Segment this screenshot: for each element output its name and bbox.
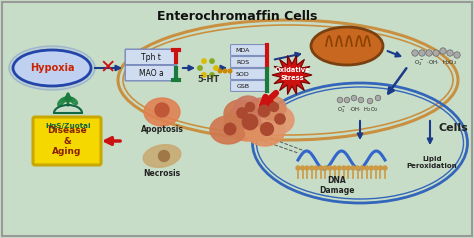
Ellipse shape <box>58 99 64 106</box>
Circle shape <box>223 69 227 73</box>
Ellipse shape <box>234 96 262 120</box>
Circle shape <box>218 69 222 73</box>
Ellipse shape <box>143 145 181 167</box>
Text: ✕: ✕ <box>100 59 116 78</box>
FancyBboxPatch shape <box>125 49 177 65</box>
Circle shape <box>228 69 232 73</box>
Ellipse shape <box>9 46 95 90</box>
Circle shape <box>440 48 446 54</box>
Ellipse shape <box>224 100 256 128</box>
Circle shape <box>305 166 309 170</box>
Circle shape <box>433 50 439 56</box>
Circle shape <box>301 166 305 170</box>
FancyBboxPatch shape <box>230 57 267 67</box>
Text: MDA: MDA <box>236 48 250 53</box>
Circle shape <box>426 50 432 56</box>
Text: Oxidative
Stress: Oxidative Stress <box>274 68 310 80</box>
Circle shape <box>333 166 337 170</box>
Circle shape <box>337 166 341 170</box>
Circle shape <box>296 166 300 170</box>
Circle shape <box>261 123 273 135</box>
Circle shape <box>365 166 369 170</box>
Text: DNA
Damage: DNA Damage <box>319 176 355 195</box>
Circle shape <box>378 166 383 170</box>
Circle shape <box>346 166 350 170</box>
Text: Enterochromaffin Cells: Enterochromaffin Cells <box>157 10 317 23</box>
Circle shape <box>202 59 206 63</box>
Ellipse shape <box>70 98 78 104</box>
Text: Lipid
Peroxidation: Lipid Peroxidation <box>407 156 457 169</box>
FancyBboxPatch shape <box>230 69 267 79</box>
Circle shape <box>374 166 378 170</box>
Ellipse shape <box>244 98 280 126</box>
Circle shape <box>214 66 218 70</box>
Circle shape <box>356 166 359 170</box>
Circle shape <box>242 114 258 130</box>
Circle shape <box>202 73 206 77</box>
Circle shape <box>360 166 364 170</box>
Text: SOD: SOD <box>236 71 250 76</box>
Circle shape <box>375 95 381 101</box>
Circle shape <box>237 108 247 118</box>
Text: Hypoxia: Hypoxia <box>30 63 74 73</box>
Text: Tph t: Tph t <box>141 53 161 61</box>
Text: Disease
&
Aging: Disease & Aging <box>47 126 87 156</box>
Text: GSB: GSB <box>237 84 249 89</box>
Circle shape <box>314 166 319 170</box>
Ellipse shape <box>210 116 246 144</box>
Circle shape <box>367 98 373 104</box>
Circle shape <box>454 52 460 58</box>
Text: Apoptosis: Apoptosis <box>141 125 183 134</box>
Text: HgS/Zuotai: HgS/Zuotai <box>45 123 91 129</box>
Circle shape <box>383 166 387 170</box>
FancyBboxPatch shape <box>2 2 472 236</box>
Circle shape <box>447 50 453 56</box>
Text: Necrosis: Necrosis <box>144 169 181 178</box>
Text: 5-HT: 5-HT <box>197 75 219 84</box>
FancyBboxPatch shape <box>230 81 267 91</box>
FancyBboxPatch shape <box>33 117 101 165</box>
Ellipse shape <box>65 97 74 101</box>
Circle shape <box>210 73 214 77</box>
Circle shape <box>412 50 418 56</box>
Circle shape <box>310 166 314 170</box>
Circle shape <box>270 103 279 111</box>
Circle shape <box>337 97 343 103</box>
FancyBboxPatch shape <box>125 65 177 81</box>
Circle shape <box>342 166 346 170</box>
Ellipse shape <box>224 105 272 141</box>
FancyBboxPatch shape <box>230 45 267 55</box>
Circle shape <box>258 105 270 117</box>
Circle shape <box>210 59 214 63</box>
Polygon shape <box>272 55 312 94</box>
Circle shape <box>328 166 332 170</box>
Ellipse shape <box>258 96 286 120</box>
Circle shape <box>351 166 355 170</box>
Circle shape <box>358 97 364 103</box>
Circle shape <box>246 103 255 111</box>
Ellipse shape <box>61 97 69 102</box>
Circle shape <box>344 97 350 103</box>
Circle shape <box>351 95 357 101</box>
Circle shape <box>369 166 373 170</box>
Text: ROS: ROS <box>237 60 250 64</box>
Circle shape <box>275 114 285 124</box>
Circle shape <box>319 166 323 170</box>
Circle shape <box>198 66 202 70</box>
Text: Cells: Cells <box>438 123 468 133</box>
Circle shape <box>155 103 169 117</box>
Circle shape <box>158 150 170 162</box>
Circle shape <box>419 50 425 56</box>
Ellipse shape <box>245 114 285 146</box>
Text: O$_2^-$  ·OH·  H$_2$O$_2$: O$_2^-$ ·OH· H$_2$O$_2$ <box>414 58 458 68</box>
Text: O$_2^-$  ·OH·  H$_2$O$_2$: O$_2^-$ ·OH· H$_2$O$_2$ <box>337 105 379 115</box>
Text: MAO a: MAO a <box>138 69 164 78</box>
Ellipse shape <box>311 27 383 65</box>
Ellipse shape <box>144 98 180 126</box>
Ellipse shape <box>13 50 91 86</box>
Ellipse shape <box>262 106 294 134</box>
Circle shape <box>323 166 328 170</box>
Circle shape <box>224 123 236 135</box>
